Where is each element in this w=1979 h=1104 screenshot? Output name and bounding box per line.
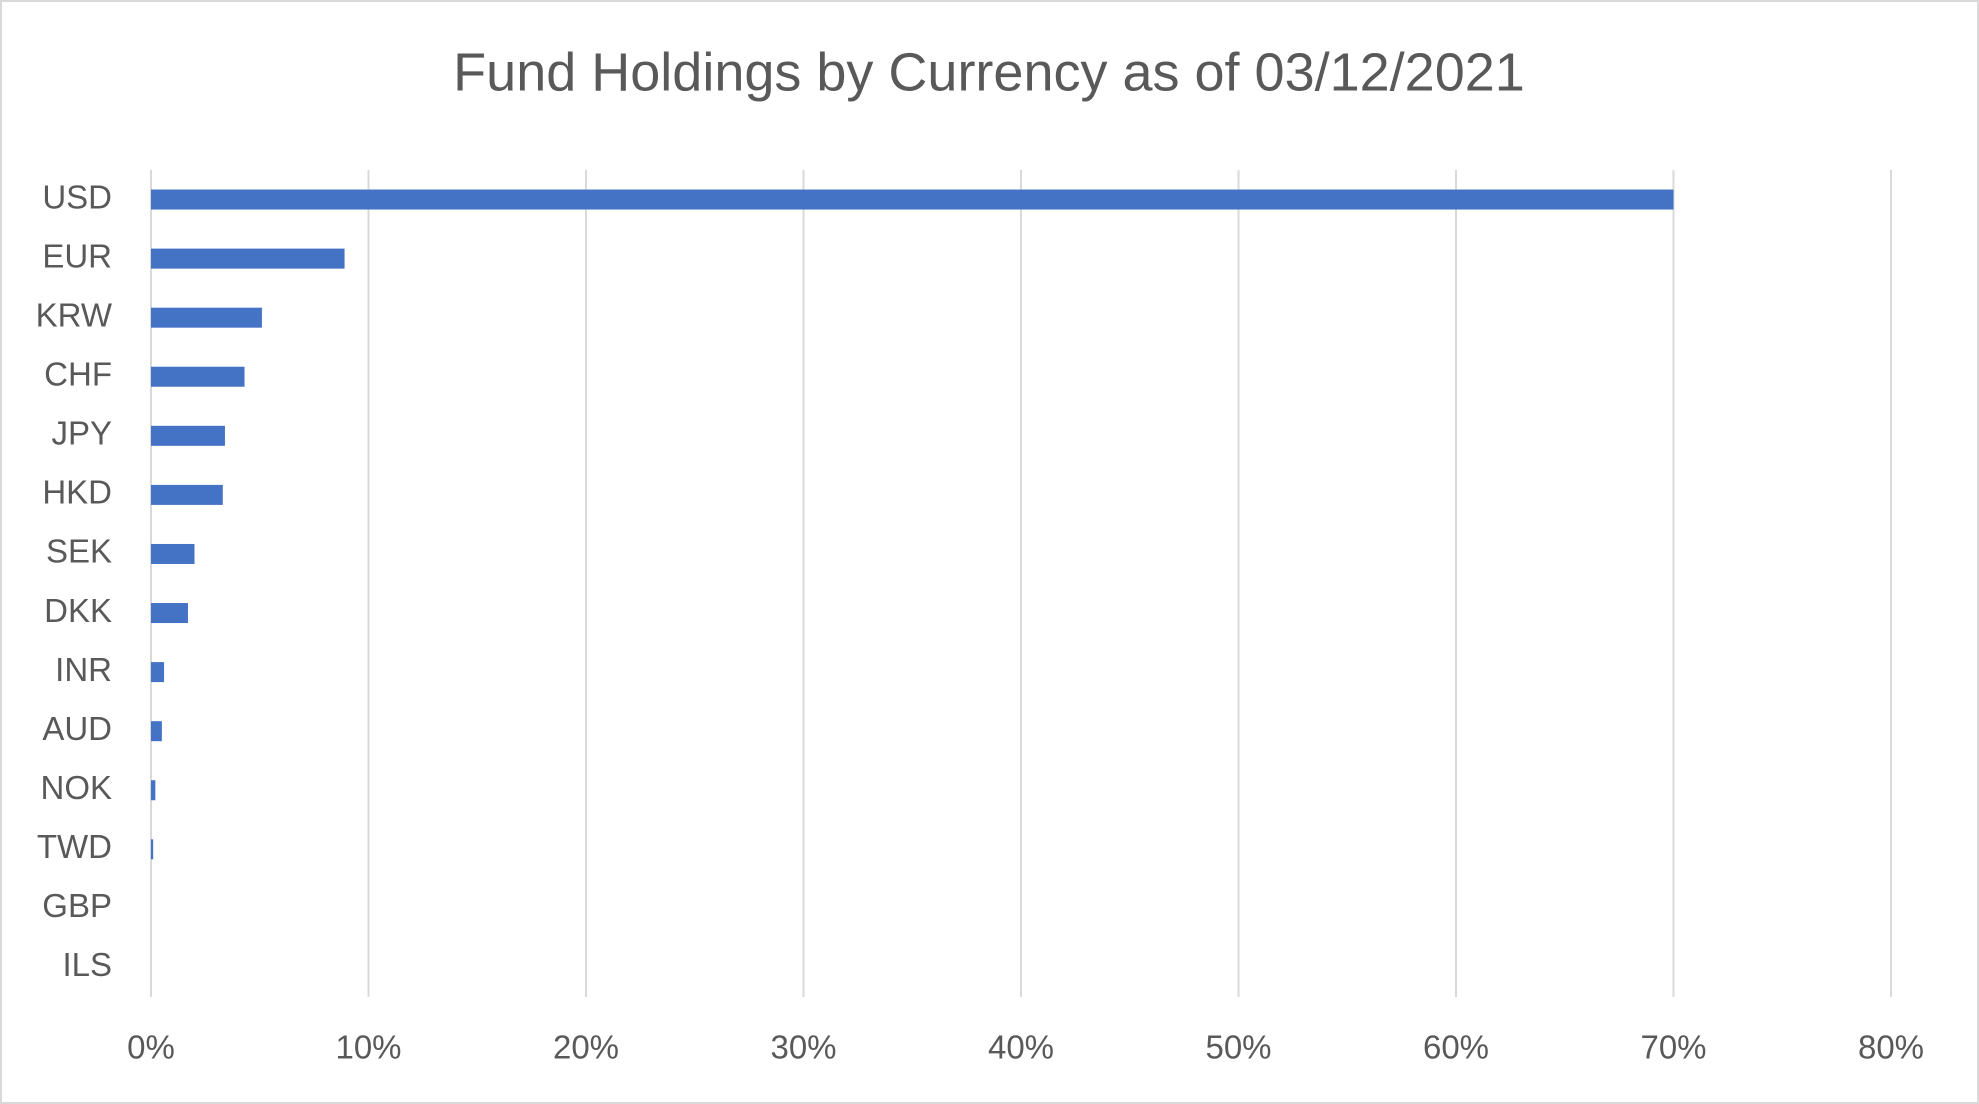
bar [151, 189, 1674, 210]
bar [151, 248, 345, 269]
x-tick-label: 20% [553, 1029, 619, 1066]
y-tick-label: EUR [42, 237, 112, 274]
x-tick-label: 50% [1205, 1029, 1271, 1066]
x-tick-label: 80% [1858, 1029, 1924, 1066]
y-tick-label: NOK [40, 769, 112, 806]
y-tick-label: CHF [44, 355, 112, 392]
y-tick-label: TWD [37, 828, 112, 865]
bar [151, 425, 225, 446]
y-tick-label: DKK [44, 592, 112, 629]
x-tick-label: 10% [335, 1029, 401, 1066]
x-tick-label: 70% [1640, 1029, 1706, 1066]
bar [151, 839, 154, 860]
y-tick-label: AUD [42, 710, 112, 747]
bar [151, 662, 165, 683]
x-tick-label: 40% [988, 1029, 1054, 1066]
bar [151, 780, 156, 801]
bar [151, 721, 162, 742]
y-tick-label: SEK [46, 533, 112, 570]
y-tick-label: GBP [42, 887, 112, 924]
y-tick-label: INR [55, 651, 112, 688]
bar [151, 603, 188, 624]
y-tick-label: JPY [51, 415, 112, 452]
chart-title: Fund Holdings by Currency as of 03/12/20… [453, 42, 1525, 102]
bar [151, 484, 223, 505]
y-tick-label: KRW [36, 296, 113, 333]
bar [151, 307, 262, 328]
y-tick-label: ILS [62, 946, 112, 983]
bar [151, 366, 245, 387]
x-tick-label: 60% [1423, 1029, 1489, 1066]
y-tick-label: HKD [42, 474, 112, 511]
x-tick-label: 0% [127, 1029, 175, 1066]
y-tick-label: USD [42, 178, 112, 215]
bar [151, 543, 195, 564]
x-tick-label: 30% [770, 1029, 836, 1066]
